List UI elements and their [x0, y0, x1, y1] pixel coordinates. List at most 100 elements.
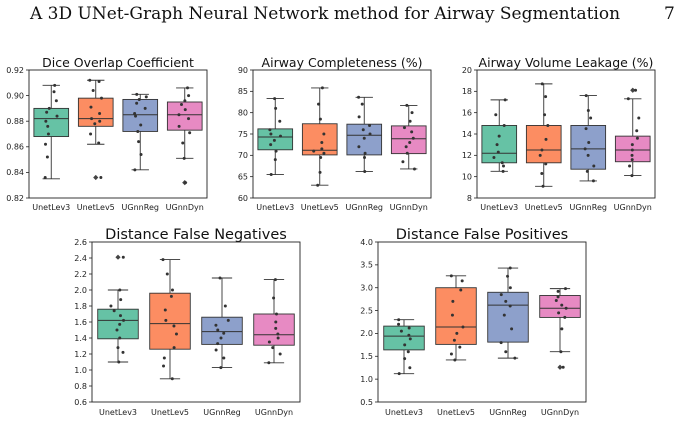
y-tick-label: 1.2	[74, 350, 87, 359]
data-point	[628, 164, 632, 168]
data-point	[47, 106, 51, 110]
data-point	[118, 288, 122, 292]
data-point	[93, 122, 97, 126]
data-point	[630, 143, 634, 147]
x-tick-label: UnetLev3	[480, 203, 518, 212]
data-point	[586, 153, 590, 157]
data-point	[54, 99, 58, 103]
data-point	[273, 278, 277, 282]
y-tick-label: 2.4	[74, 254, 87, 263]
data-point	[544, 162, 548, 166]
data-point	[406, 350, 410, 354]
outlier-point	[557, 364, 563, 370]
data-point	[312, 149, 316, 153]
data-point	[508, 286, 512, 290]
data-point	[161, 258, 165, 262]
x-tick-label: UnetLev5	[525, 203, 563, 212]
data-point	[143, 106, 147, 110]
data-point	[543, 113, 547, 117]
y-tick-label: 0.90	[6, 91, 24, 100]
data-point	[322, 132, 326, 136]
data-point	[216, 342, 220, 346]
data-point	[273, 158, 277, 162]
y-tick-label: 0.82	[6, 194, 24, 203]
data-point	[163, 308, 167, 312]
data-point	[97, 141, 101, 145]
chart-title: Airway Volume Leakage (%)	[479, 55, 654, 70]
box-UGnnReg	[570, 125, 607, 170]
data-point	[116, 346, 120, 350]
data-point	[504, 350, 508, 354]
data-point	[99, 176, 103, 180]
data-point	[460, 279, 464, 283]
data-point	[630, 148, 634, 152]
data-point	[172, 346, 176, 350]
data-point	[222, 356, 226, 360]
data-point	[169, 294, 173, 298]
data-point	[165, 272, 169, 276]
data-point	[499, 341, 503, 345]
box-UnetLev3	[97, 308, 139, 340]
plot-frame	[91, 241, 301, 403]
data-point	[274, 312, 278, 316]
data-point	[139, 123, 143, 127]
data-point	[170, 377, 174, 381]
data-point	[402, 126, 406, 130]
data-point	[269, 132, 273, 136]
data-point	[119, 298, 123, 302]
data-point	[273, 97, 277, 101]
data-point	[89, 105, 93, 109]
data-point	[214, 323, 218, 327]
data-point	[497, 134, 501, 138]
data-point	[357, 95, 361, 99]
data-point	[272, 296, 276, 300]
data-point	[554, 299, 558, 303]
chart-title: Airway Completeness (%)	[262, 55, 423, 70]
data-point	[510, 327, 514, 331]
data-point	[170, 288, 174, 292]
box-UnetLev5	[77, 97, 114, 127]
x-tick-label: UGnnReg	[122, 203, 159, 212]
x-tick-label: UnetLev3	[256, 203, 294, 212]
data-point	[320, 147, 324, 151]
data-point	[219, 366, 223, 370]
y-tick-label: 1.8	[74, 302, 87, 311]
x-tick-label: UGnnDyn	[390, 203, 428, 212]
data-point	[121, 350, 125, 354]
data-point	[44, 119, 48, 123]
data-point	[506, 274, 510, 278]
data-point	[320, 86, 324, 90]
box-UnetLev3	[33, 107, 70, 138]
y-tick-label: 1.4	[74, 334, 87, 343]
data-point	[88, 78, 92, 82]
data-point	[540, 148, 544, 152]
data-point	[397, 322, 401, 326]
data-point	[278, 134, 282, 138]
data-point	[276, 336, 280, 340]
data-point	[318, 170, 322, 174]
data-point	[162, 364, 166, 368]
data-point	[453, 358, 457, 362]
chart-panel: Dice Overlap Coefficient 0.82 0.84 0.86 0.88…	[6, 55, 208, 212]
data-point	[181, 141, 185, 145]
data-point	[274, 320, 278, 324]
data-point	[268, 128, 272, 132]
data-point	[363, 155, 367, 159]
data-point	[118, 322, 122, 326]
y-tick-label: 0.5	[360, 398, 373, 407]
data-point	[135, 92, 139, 96]
data-point	[357, 145, 361, 149]
plot-frame	[476, 69, 656, 199]
x-tick-label: UnetLev5	[77, 203, 115, 212]
y-tick-label: 1.6	[74, 318, 87, 327]
x-tick-label: UnetLev3	[385, 408, 423, 417]
box-UGnnDyn	[166, 101, 203, 131]
data-point	[411, 136, 415, 140]
y-tick-label: 16	[462, 108, 472, 117]
x-tick-label: UGnnReg	[346, 203, 383, 212]
plot-frame	[377, 241, 587, 403]
y-tick-label: 2.0	[74, 286, 87, 295]
data-point	[45, 155, 49, 159]
data-point	[449, 352, 453, 356]
data-point	[91, 88, 95, 92]
